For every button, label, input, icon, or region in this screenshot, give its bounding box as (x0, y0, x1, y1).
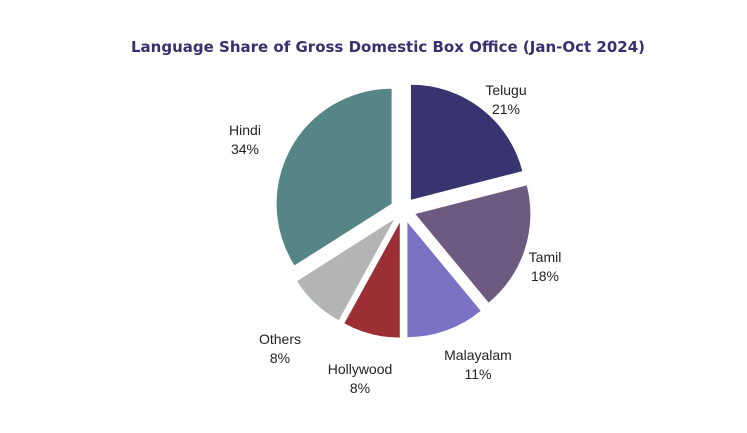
slice-value-hollywood: 8% (350, 380, 370, 396)
pie-slice-telugu (410, 84, 523, 200)
slice-value-telugu: 21% (492, 101, 520, 117)
pie-labels: Telugu 21% Tamil 18% Malayalam 11% Hollywood 8%… (229, 82, 561, 396)
pie-slice-malayalam (407, 222, 481, 338)
slice-label-hindi: Hindi (229, 122, 261, 138)
slice-label-hollywood: Hollywood (328, 361, 393, 377)
chart-title: Language Share of Gross Domestic Box Off… (131, 38, 645, 56)
slice-value-hindi: 34% (231, 141, 259, 157)
slice-label-telugu: Telugu (485, 82, 526, 98)
slice-value-malayalam: 11% (465, 366, 492, 382)
pie-slice-hollywood (344, 222, 400, 338)
pie-slice-tamil (415, 185, 531, 303)
slice-label-tamil: Tamil (529, 249, 562, 265)
pie-slice-hindi (276, 88, 392, 266)
slice-value-others: 8% (270, 350, 290, 366)
slice-label-malayalam: Malayalam (444, 347, 512, 363)
pie-slice-others (297, 219, 395, 321)
slice-label-others: Others (259, 331, 301, 347)
pie-slices (276, 84, 531, 338)
slice-value-tamil: 18% (531, 268, 559, 284)
